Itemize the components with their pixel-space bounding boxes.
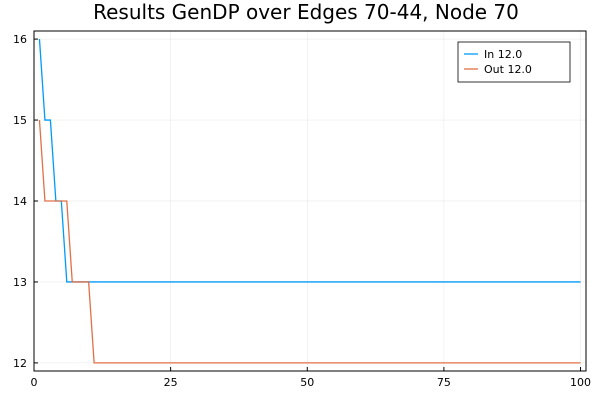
series-layer — [38, 39, 581, 364]
y-tick-label: 13 — [13, 276, 27, 289]
tick-labels: 0 25 50 75 100 12 13 14 15 16 — [13, 33, 591, 389]
x-tick-label: 100 — [570, 376, 591, 389]
x-tick-label: 50 — [300, 376, 314, 389]
legend: In 12.0 Out 12.0 — [457, 41, 571, 83]
y-tick-label: 16 — [13, 33, 27, 46]
legend-label: In 12.0 — [484, 48, 522, 61]
legend-box — [457, 41, 571, 83]
y-tick-label: 14 — [13, 195, 27, 208]
x-tick-label: 75 — [437, 376, 451, 389]
y-tick-label: 12 — [13, 357, 27, 370]
x-tick-label: 0 — [31, 376, 38, 389]
chart-title: Results GenDP over Edges 70-44, Node 70 — [93, 0, 519, 24]
y-tick-label: 15 — [13, 114, 27, 127]
legend-label: Out 12.0 — [484, 63, 532, 76]
series-line-2 — [38, 120, 581, 364]
x-tick-label: 25 — [164, 376, 178, 389]
